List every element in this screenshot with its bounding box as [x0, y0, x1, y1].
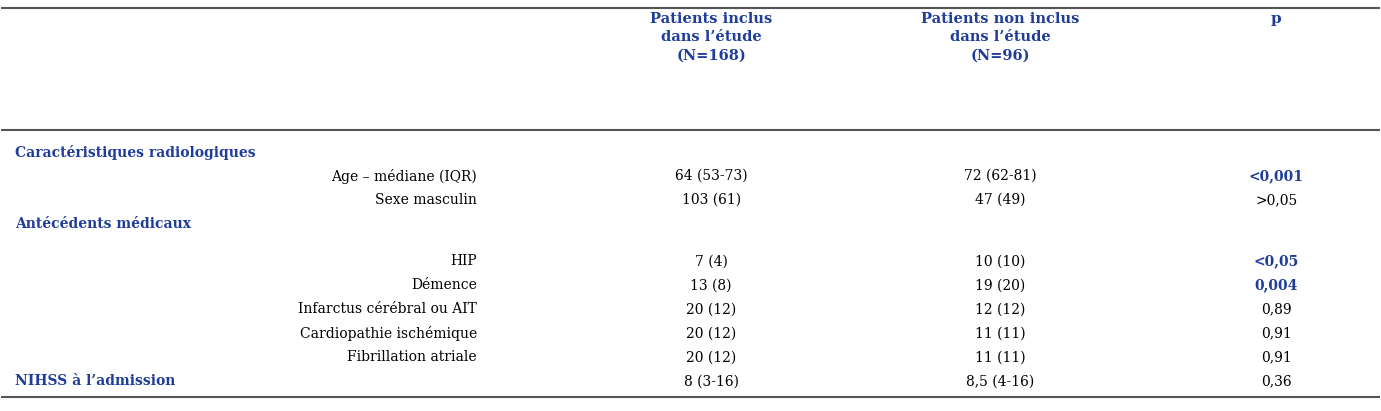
Text: Démence: Démence	[412, 278, 476, 292]
Text: 7 (4): 7 (4)	[695, 254, 728, 268]
Text: 11 (11): 11 (11)	[975, 326, 1026, 340]
Text: HIP: HIP	[450, 254, 476, 268]
Text: Fibrillation atriale: Fibrillation atriale	[347, 350, 476, 364]
Text: 10 (10): 10 (10)	[975, 254, 1026, 268]
Text: >0,05: >0,05	[1255, 193, 1297, 207]
Text: 8,5 (4-16): 8,5 (4-16)	[967, 374, 1034, 388]
Text: Age – médiane (IQR): Age – médiane (IQR)	[331, 169, 476, 184]
Text: Sexe masculin: Sexe masculin	[376, 193, 476, 207]
Text: Caractéristiques radiologiques: Caractéristiques radiologiques	[15, 145, 255, 160]
Text: 20 (12): 20 (12)	[686, 326, 736, 340]
Text: Antécédents médicaux: Antécédents médicaux	[15, 217, 191, 231]
Text: 20 (12): 20 (12)	[686, 302, 736, 316]
Text: NIHSS à l’admission: NIHSS à l’admission	[15, 374, 175, 388]
Text: 103 (61): 103 (61)	[682, 193, 740, 207]
Text: 13 (8): 13 (8)	[690, 278, 732, 292]
Text: <0,05: <0,05	[1254, 254, 1300, 268]
Text: 8 (3-16): 8 (3-16)	[684, 374, 739, 388]
Text: Patients inclus
dans l’étude
(N=168): Patients inclus dans l’étude (N=168)	[650, 12, 772, 62]
Text: 64 (53-73): 64 (53-73)	[675, 169, 747, 183]
Text: 12 (12): 12 (12)	[975, 302, 1026, 316]
Text: 0,91: 0,91	[1261, 326, 1291, 340]
Text: 20 (12): 20 (12)	[686, 350, 736, 364]
Text: Infarctus cérébral ou AIT: Infarctus cérébral ou AIT	[298, 302, 476, 316]
Text: 19 (20): 19 (20)	[975, 278, 1026, 292]
Text: Patients non inclus
dans l’étude
(N=96): Patients non inclus dans l’étude (N=96)	[921, 12, 1080, 62]
Text: 0,004: 0,004	[1254, 278, 1298, 292]
Text: <0,001: <0,001	[1248, 169, 1304, 183]
Text: p: p	[1271, 12, 1282, 25]
Text: 47 (49): 47 (49)	[975, 193, 1026, 207]
Text: Cardiopathie ischémique: Cardiopathie ischémique	[300, 326, 476, 341]
Text: 0,91: 0,91	[1261, 350, 1291, 364]
Text: 11 (11): 11 (11)	[975, 350, 1026, 364]
Text: 0,89: 0,89	[1261, 302, 1291, 316]
Text: 72 (62-81): 72 (62-81)	[964, 169, 1037, 183]
Text: 0,36: 0,36	[1261, 374, 1291, 388]
